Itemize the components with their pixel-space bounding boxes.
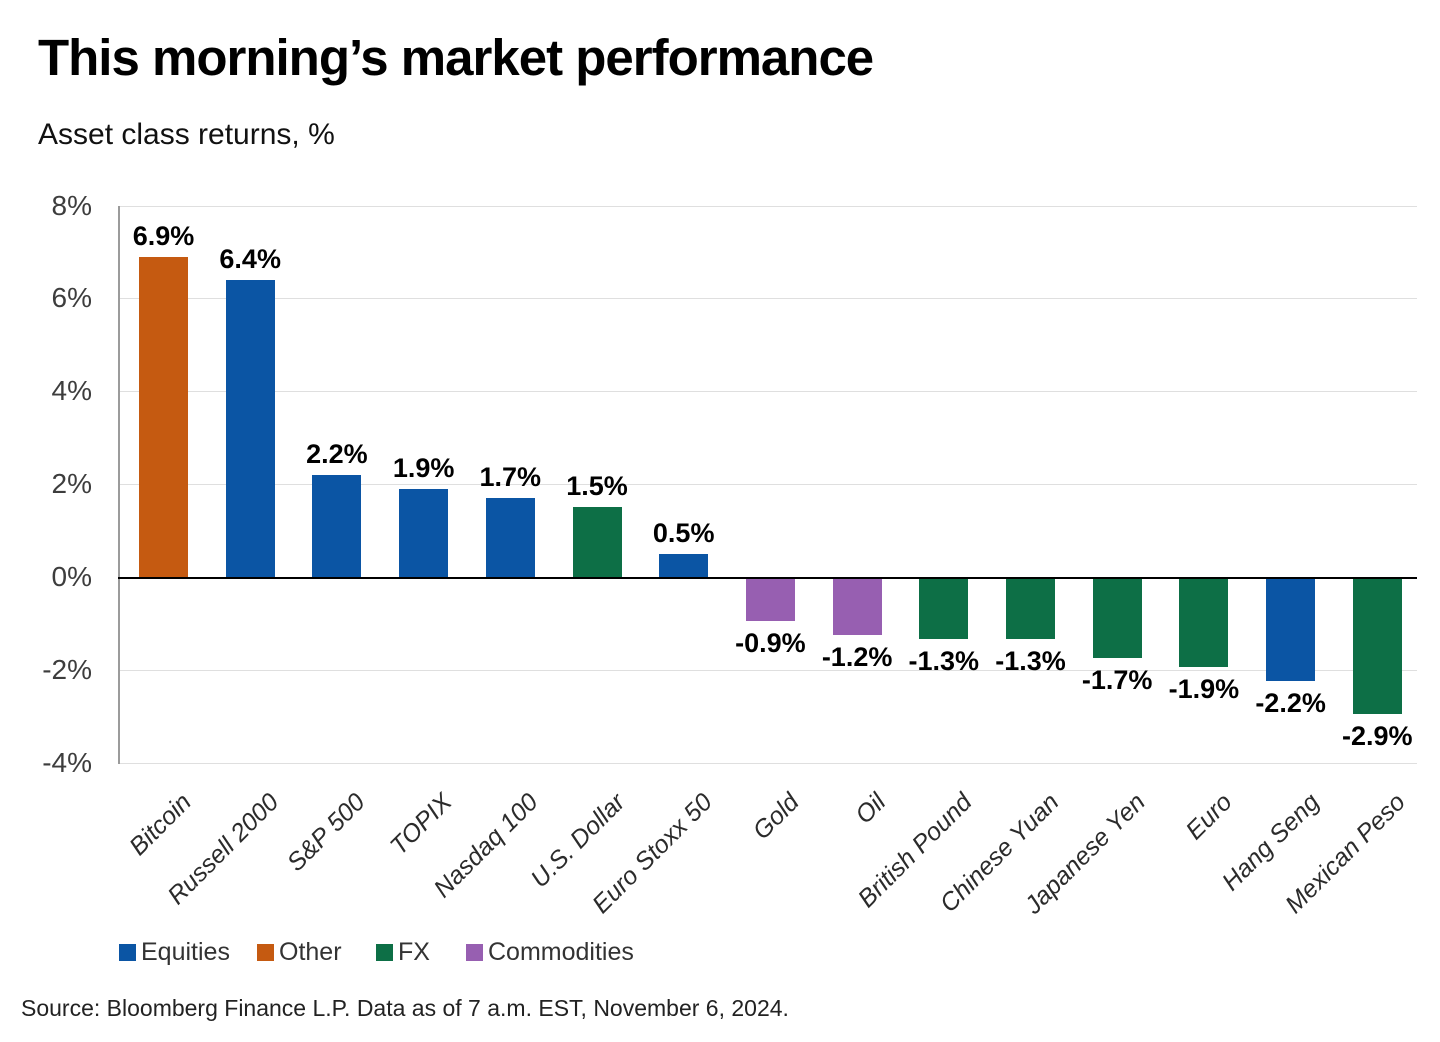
legend-swatch-commodities bbox=[466, 943, 483, 961]
y-axis-line bbox=[118, 206, 120, 764]
y-axis-tick-label: -2% bbox=[42, 653, 92, 685]
bar-value-label-nasdaq-100: 1.7% bbox=[479, 462, 542, 493]
bar-value-label-euro: -1.9% bbox=[1168, 674, 1240, 705]
bar-mexican-peso bbox=[1352, 579, 1402, 714]
legend-label-equities: Equities bbox=[141, 937, 230, 966]
bar-japanese-yen bbox=[1092, 579, 1142, 658]
legend-swatch-equities bbox=[119, 943, 136, 961]
bar-value-label-euro-stoxx-50: 0.5% bbox=[652, 517, 715, 548]
legend-item-equities: Equities bbox=[119, 937, 230, 966]
gridline-2% bbox=[118, 484, 1417, 486]
bar-u-s-dollar bbox=[572, 507, 622, 577]
gridline--2% bbox=[118, 669, 1417, 671]
y-axis-tick-label: 0% bbox=[51, 561, 92, 592]
chart-title: This morning’s market performance bbox=[38, 29, 874, 86]
bar-euro-stoxx-50 bbox=[659, 553, 709, 577]
bar-gold bbox=[745, 579, 795, 621]
x-axis-category-label-s-p-500: S&P 500 bbox=[281, 788, 371, 877]
bar-bitcoin bbox=[139, 256, 188, 577]
bar-value-label-bitcoin: 6.9% bbox=[132, 220, 195, 251]
gridline-8% bbox=[118, 205, 1417, 207]
legend-item-fx: FX bbox=[376, 937, 430, 966]
legend-label-commodities: Commodities bbox=[488, 937, 634, 966]
y-axis-tick-label: 8% bbox=[51, 189, 92, 221]
x-axis-category-label-euro: Euro bbox=[1180, 788, 1238, 846]
bar-topix bbox=[399, 488, 449, 577]
x-axis-category-label-oil: Oil bbox=[849, 788, 891, 830]
bar-value-label-russell-2000: 6.4% bbox=[219, 243, 281, 274]
bar-chinese-yuan bbox=[1006, 579, 1055, 640]
bar-value-label-british-pound: -1.3% bbox=[908, 646, 980, 677]
bar-value-label-mexican-peso: -2.9% bbox=[1342, 720, 1413, 751]
bar-value-label-topix: 1.9% bbox=[392, 452, 455, 483]
bar-value-label-gold: -0.9% bbox=[735, 627, 806, 658]
bar-russell-2000 bbox=[225, 279, 275, 577]
bar-value-label-s-p-500: 2.2% bbox=[306, 438, 368, 469]
gridline-6% bbox=[118, 298, 1417, 300]
legend-item-other: Other bbox=[257, 937, 342, 966]
y-axis-tick-label: 6% bbox=[51, 282, 92, 314]
y-axis-tick-label: -4% bbox=[42, 746, 92, 778]
zero-baseline bbox=[118, 577, 1417, 579]
y-axis-tick-label: 4% bbox=[51, 375, 92, 407]
legend-swatch-other bbox=[257, 943, 274, 961]
x-axis-category-label-bitcoin: Bitcoin bbox=[124, 788, 198, 861]
source-note: Source: Bloomberg Finance L.P. Data as o… bbox=[21, 995, 789, 1021]
legend-swatch-fx bbox=[376, 943, 393, 961]
bar-nasdaq-100 bbox=[485, 498, 535, 577]
legend-item-commodities: Commodities bbox=[466, 937, 634, 966]
bar-value-label-chinese-yuan: -1.3% bbox=[995, 646, 1066, 677]
bar-value-label-japanese-yen: -1.7% bbox=[1081, 664, 1153, 695]
bar-value-label-oil: -1.2% bbox=[821, 641, 893, 672]
bar-hang-seng bbox=[1266, 579, 1316, 682]
gridline-4% bbox=[118, 391, 1417, 393]
bar-s-p-500 bbox=[312, 474, 362, 577]
y-axis-tick-label: 2% bbox=[51, 468, 92, 500]
x-axis-category-label-topix: TOPIX bbox=[384, 788, 458, 861]
bar-oil bbox=[832, 579, 882, 635]
legend-label-fx: FX bbox=[398, 937, 430, 966]
bar-value-label-hang-seng: -2.2% bbox=[1255, 688, 1326, 719]
x-axis-category-label-gold: Gold bbox=[747, 788, 805, 846]
legend-label-other: Other bbox=[279, 937, 342, 966]
chart-subtitle: Asset class returns, % bbox=[38, 118, 335, 151]
bar-value-label-u-s-dollar: 1.5% bbox=[566, 471, 628, 502]
bar-euro bbox=[1179, 579, 1229, 668]
bar-british-pound bbox=[919, 579, 969, 640]
gridline--4% bbox=[118, 762, 1417, 764]
